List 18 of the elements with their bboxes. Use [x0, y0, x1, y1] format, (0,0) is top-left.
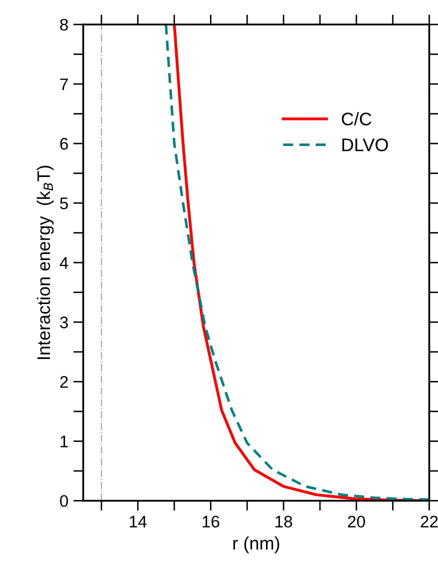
- x-tick-label: 16: [202, 516, 220, 528]
- y-tick-label: 3: [60, 316, 68, 328]
- x-tick-label: 14: [130, 516, 147, 528]
- y-tick-label: 6: [60, 138, 68, 150]
- legend-label: DLVO: [342, 138, 388, 152]
- y-tick-label: 7: [60, 78, 68, 90]
- x-tick-label: 18: [276, 516, 292, 528]
- y-axis-title: Interaction energy (k$_{B}$T): [36, 166, 54, 359]
- x-tick-label: 20: [348, 516, 366, 528]
- x-axis-title: r (nm): [233, 536, 280, 554]
- y-tick-label: 8: [60, 18, 68, 31]
- y-tick-label: 1: [60, 436, 68, 448]
- y-tick-label: 2: [60, 376, 68, 388]
- y-tick-label: 5: [60, 198, 68, 210]
- y-tick-label: 0: [60, 495, 68, 507]
- x-tick-label: 22: [420, 516, 438, 528]
- legend-label: C/C: [342, 112, 372, 126]
- y-tick-label: 4: [60, 257, 68, 269]
